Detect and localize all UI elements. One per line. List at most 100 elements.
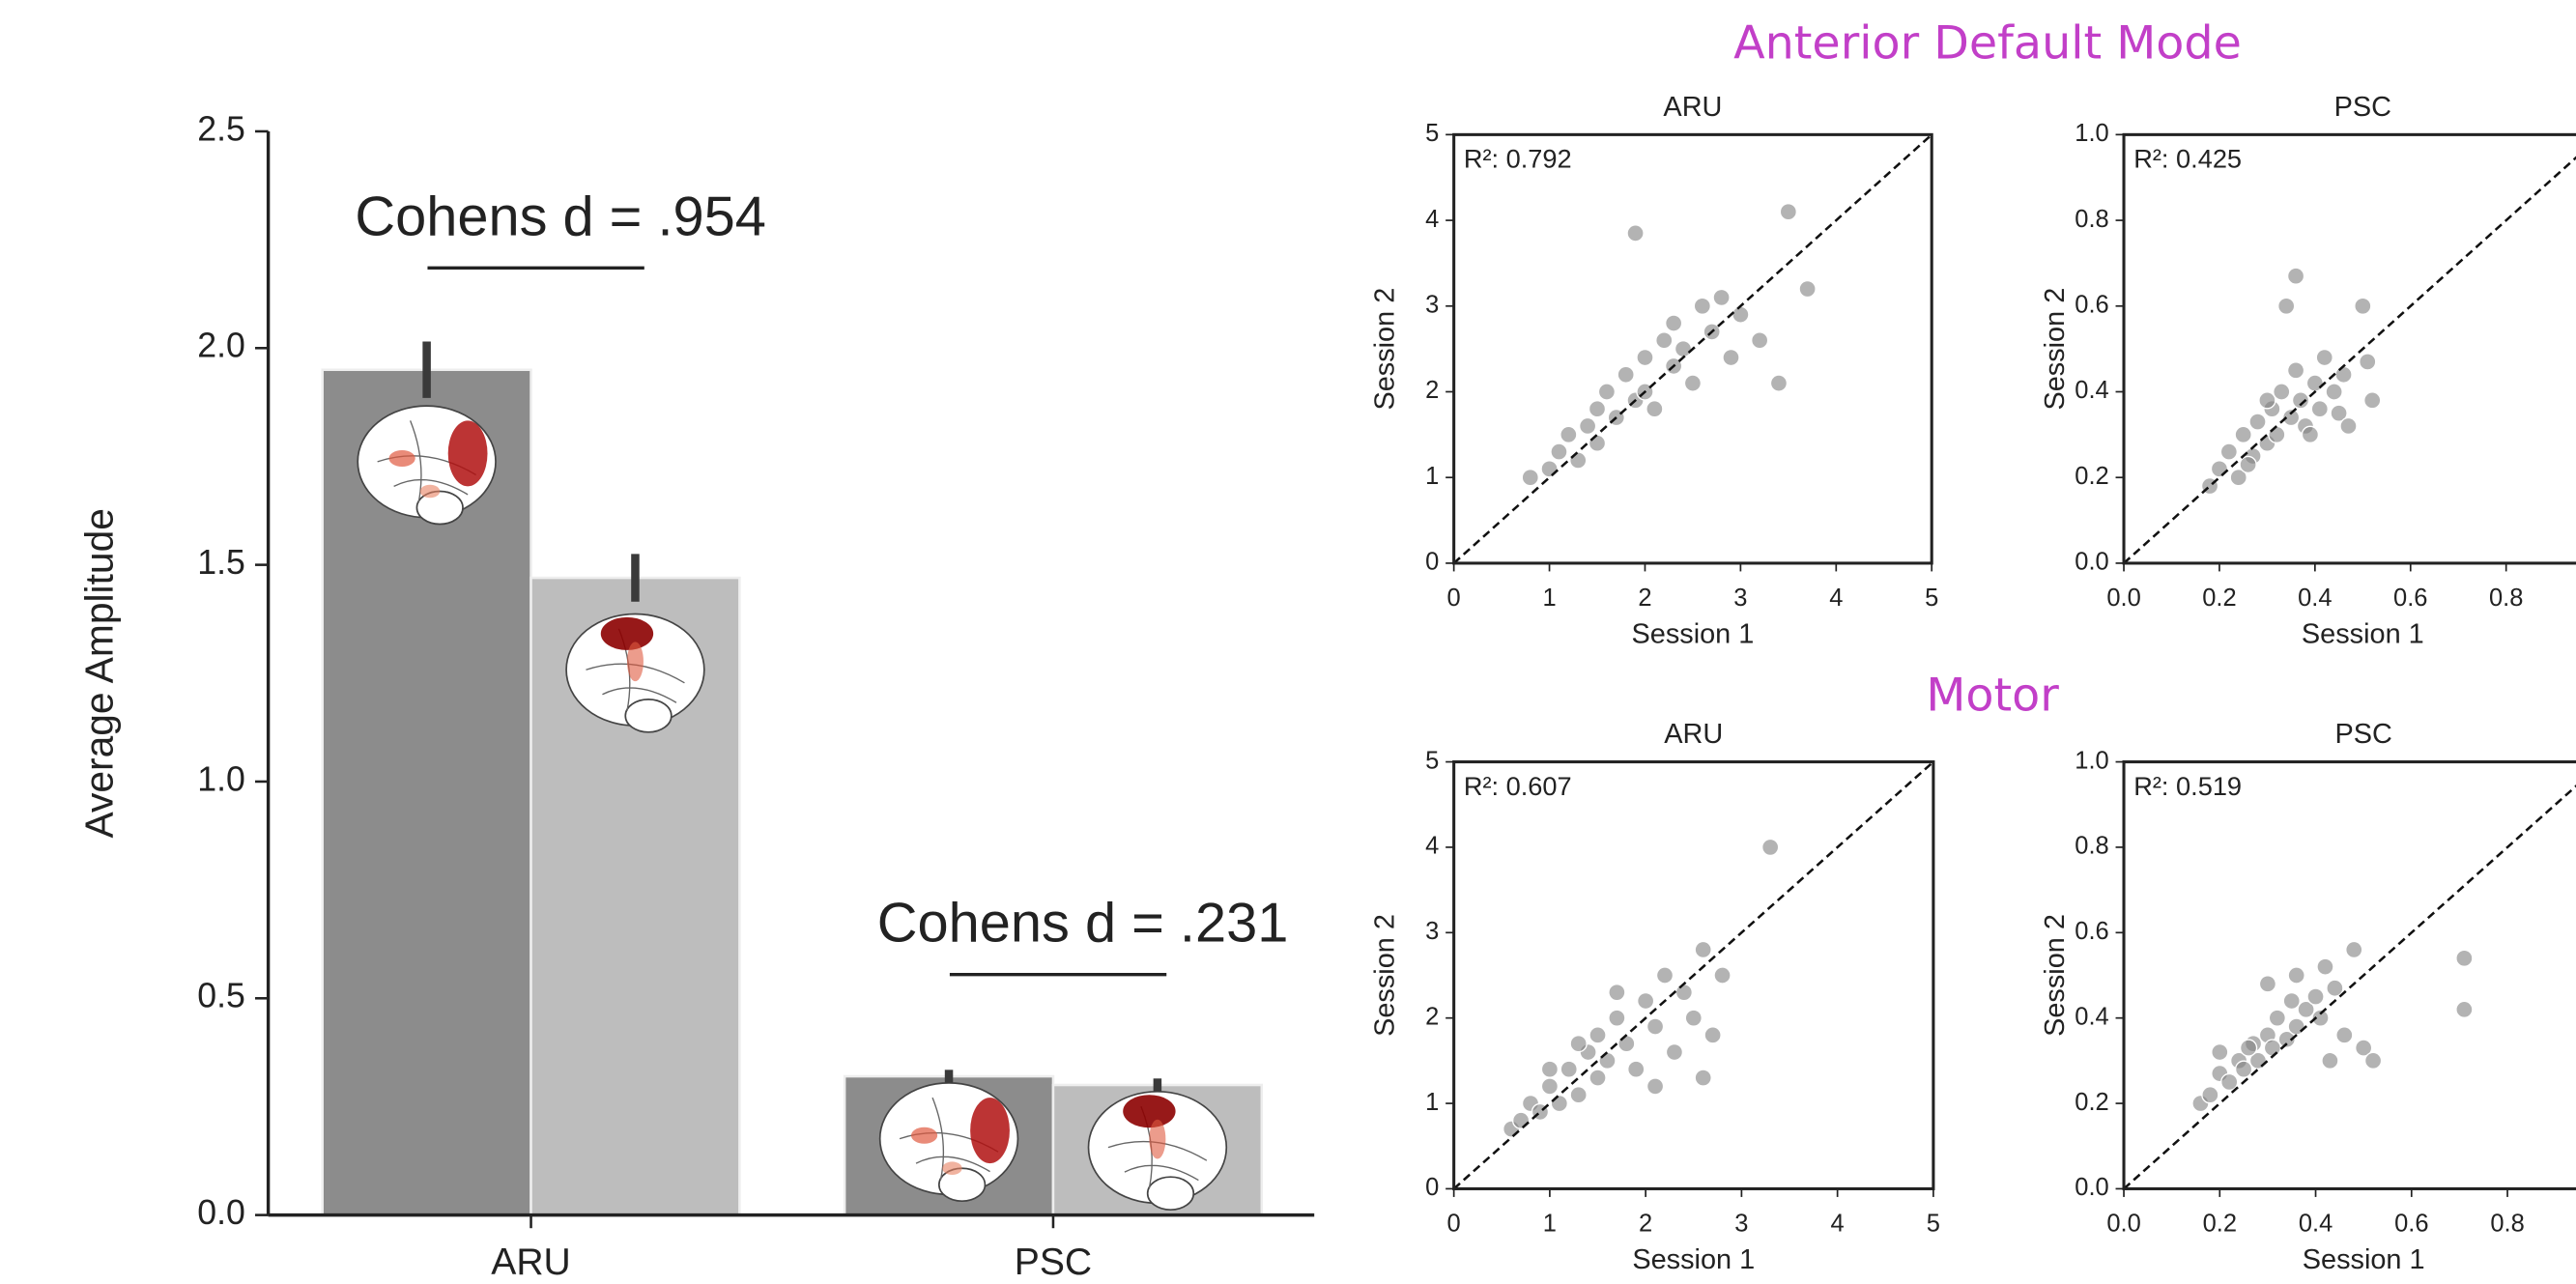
- y-tick-label: 1.0: [197, 759, 245, 798]
- point: [2268, 425, 2286, 444]
- y-tick-label: 0.0: [2075, 549, 2108, 576]
- point: [2325, 383, 2343, 401]
- point: [2310, 400, 2329, 418]
- point: [1569, 1035, 1588, 1053]
- plot-frame: [2122, 760, 2576, 1190]
- point: [1617, 1035, 1636, 1053]
- point: [1655, 331, 1674, 350]
- y-tick-label: 0.6: [2075, 918, 2108, 945]
- point: [2268, 1009, 2287, 1027]
- y-axis-label: Session 2: [1370, 914, 1401, 1037]
- point: [1589, 1026, 1607, 1044]
- point: [2455, 949, 2474, 967]
- point: [1550, 1094, 1569, 1113]
- point: [2335, 1026, 2354, 1044]
- point: [1674, 983, 1694, 1002]
- point: [2287, 966, 2305, 984]
- point: [2239, 1039, 2258, 1057]
- point: [1626, 224, 1645, 243]
- x-tick-label: 0.2: [2203, 1211, 2237, 1238]
- point: [1722, 348, 1740, 367]
- y-tick-label: 0: [1425, 549, 1439, 576]
- section-title: Anterior Default Mode: [1733, 17, 2242, 71]
- identity-line: [1452, 133, 1933, 564]
- point: [1540, 1077, 1560, 1096]
- x-tick-label: 0: [1447, 1211, 1461, 1238]
- point: [2345, 940, 2363, 959]
- brain-stem: [624, 698, 673, 733]
- activation: [447, 420, 488, 487]
- annotation: Cohens d = .231: [877, 893, 1289, 955]
- point: [1750, 331, 1769, 350]
- y-tick-label: 0.2: [2075, 1089, 2108, 1116]
- point: [2334, 365, 2353, 384]
- x-axis-label: Session 1: [1632, 1244, 1755, 1275]
- plot-frame: [2122, 132, 2576, 565]
- point: [1732, 305, 1750, 324]
- point: [2282, 991, 2301, 1011]
- point: [2201, 1086, 2219, 1104]
- point: [1608, 1009, 1626, 1027]
- point: [2326, 979, 2344, 997]
- section-title: Motor: [1926, 669, 2059, 722]
- activation: [942, 1161, 962, 1176]
- point: [1646, 400, 1664, 418]
- point: [2234, 425, 2252, 444]
- panel-title: ARU: [1663, 92, 1722, 123]
- point: [2273, 383, 2291, 401]
- y-tick-label: 2: [1425, 377, 1439, 404]
- x-tick-label: 5: [1925, 585, 1938, 612]
- point: [1627, 1060, 1646, 1078]
- x-tick-label: 0.4: [2299, 1211, 2333, 1238]
- point: [2297, 1000, 2315, 1019]
- point: [1674, 339, 1693, 358]
- identity-line: [2123, 156, 2576, 564]
- activation: [600, 616, 654, 650]
- point: [2330, 404, 2348, 422]
- y-tick-label: 4: [1425, 833, 1439, 860]
- x-tick-label: 0.8: [2489, 585, 2523, 612]
- y-tick-label: 2: [1425, 1003, 1439, 1030]
- point: [1608, 983, 1626, 1002]
- brain-icon: [878, 1081, 1019, 1203]
- point: [1569, 1086, 1588, 1104]
- x-tick-label: ARU: [491, 1241, 571, 1283]
- y-tick-label: 2.5: [197, 109, 245, 148]
- brain-icon: [1087, 1090, 1228, 1212]
- y-tick-label: 5: [1425, 747, 1439, 774]
- plot-frame: [1452, 760, 1935, 1190]
- x-tick-label: 0.6: [2393, 585, 2427, 612]
- y-axis-label: Session 2: [2040, 288, 2071, 411]
- point: [1683, 374, 1703, 392]
- y-tick-label: 1: [1425, 463, 1439, 490]
- activation: [1149, 1119, 1166, 1159]
- point: [1511, 1111, 1531, 1129]
- point: [2354, 1039, 2373, 1057]
- point: [1664, 314, 1683, 332]
- x-tick-label: 0.0: [2106, 585, 2140, 612]
- x-tick-label: 2: [1638, 585, 1651, 612]
- point: [1684, 1009, 1703, 1027]
- y-axis-label: Session 2: [1370, 288, 1401, 411]
- point: [1779, 203, 1798, 221]
- point: [2305, 374, 2325, 392]
- point: [2277, 297, 2296, 315]
- activation: [419, 484, 441, 499]
- y-tick-label: 0.0: [197, 1193, 245, 1232]
- point: [2316, 957, 2334, 976]
- point: [1646, 1017, 1665, 1036]
- y-tick-label: 4: [1425, 206, 1439, 233]
- y-tick-label: 0.2: [2075, 463, 2108, 490]
- brain-icon: [357, 405, 497, 526]
- point: [1588, 400, 1607, 418]
- y-tick-label: 0.6: [2075, 292, 2108, 319]
- point: [1636, 991, 1655, 1011]
- point: [1540, 460, 1559, 478]
- x-tick-label: 4: [1831, 1211, 1845, 1238]
- y-tick-label: 0: [1425, 1174, 1439, 1201]
- point: [2248, 413, 2267, 431]
- point: [2311, 1009, 2330, 1027]
- x-tick-label: 1: [1542, 585, 1556, 612]
- point: [1597, 383, 1617, 401]
